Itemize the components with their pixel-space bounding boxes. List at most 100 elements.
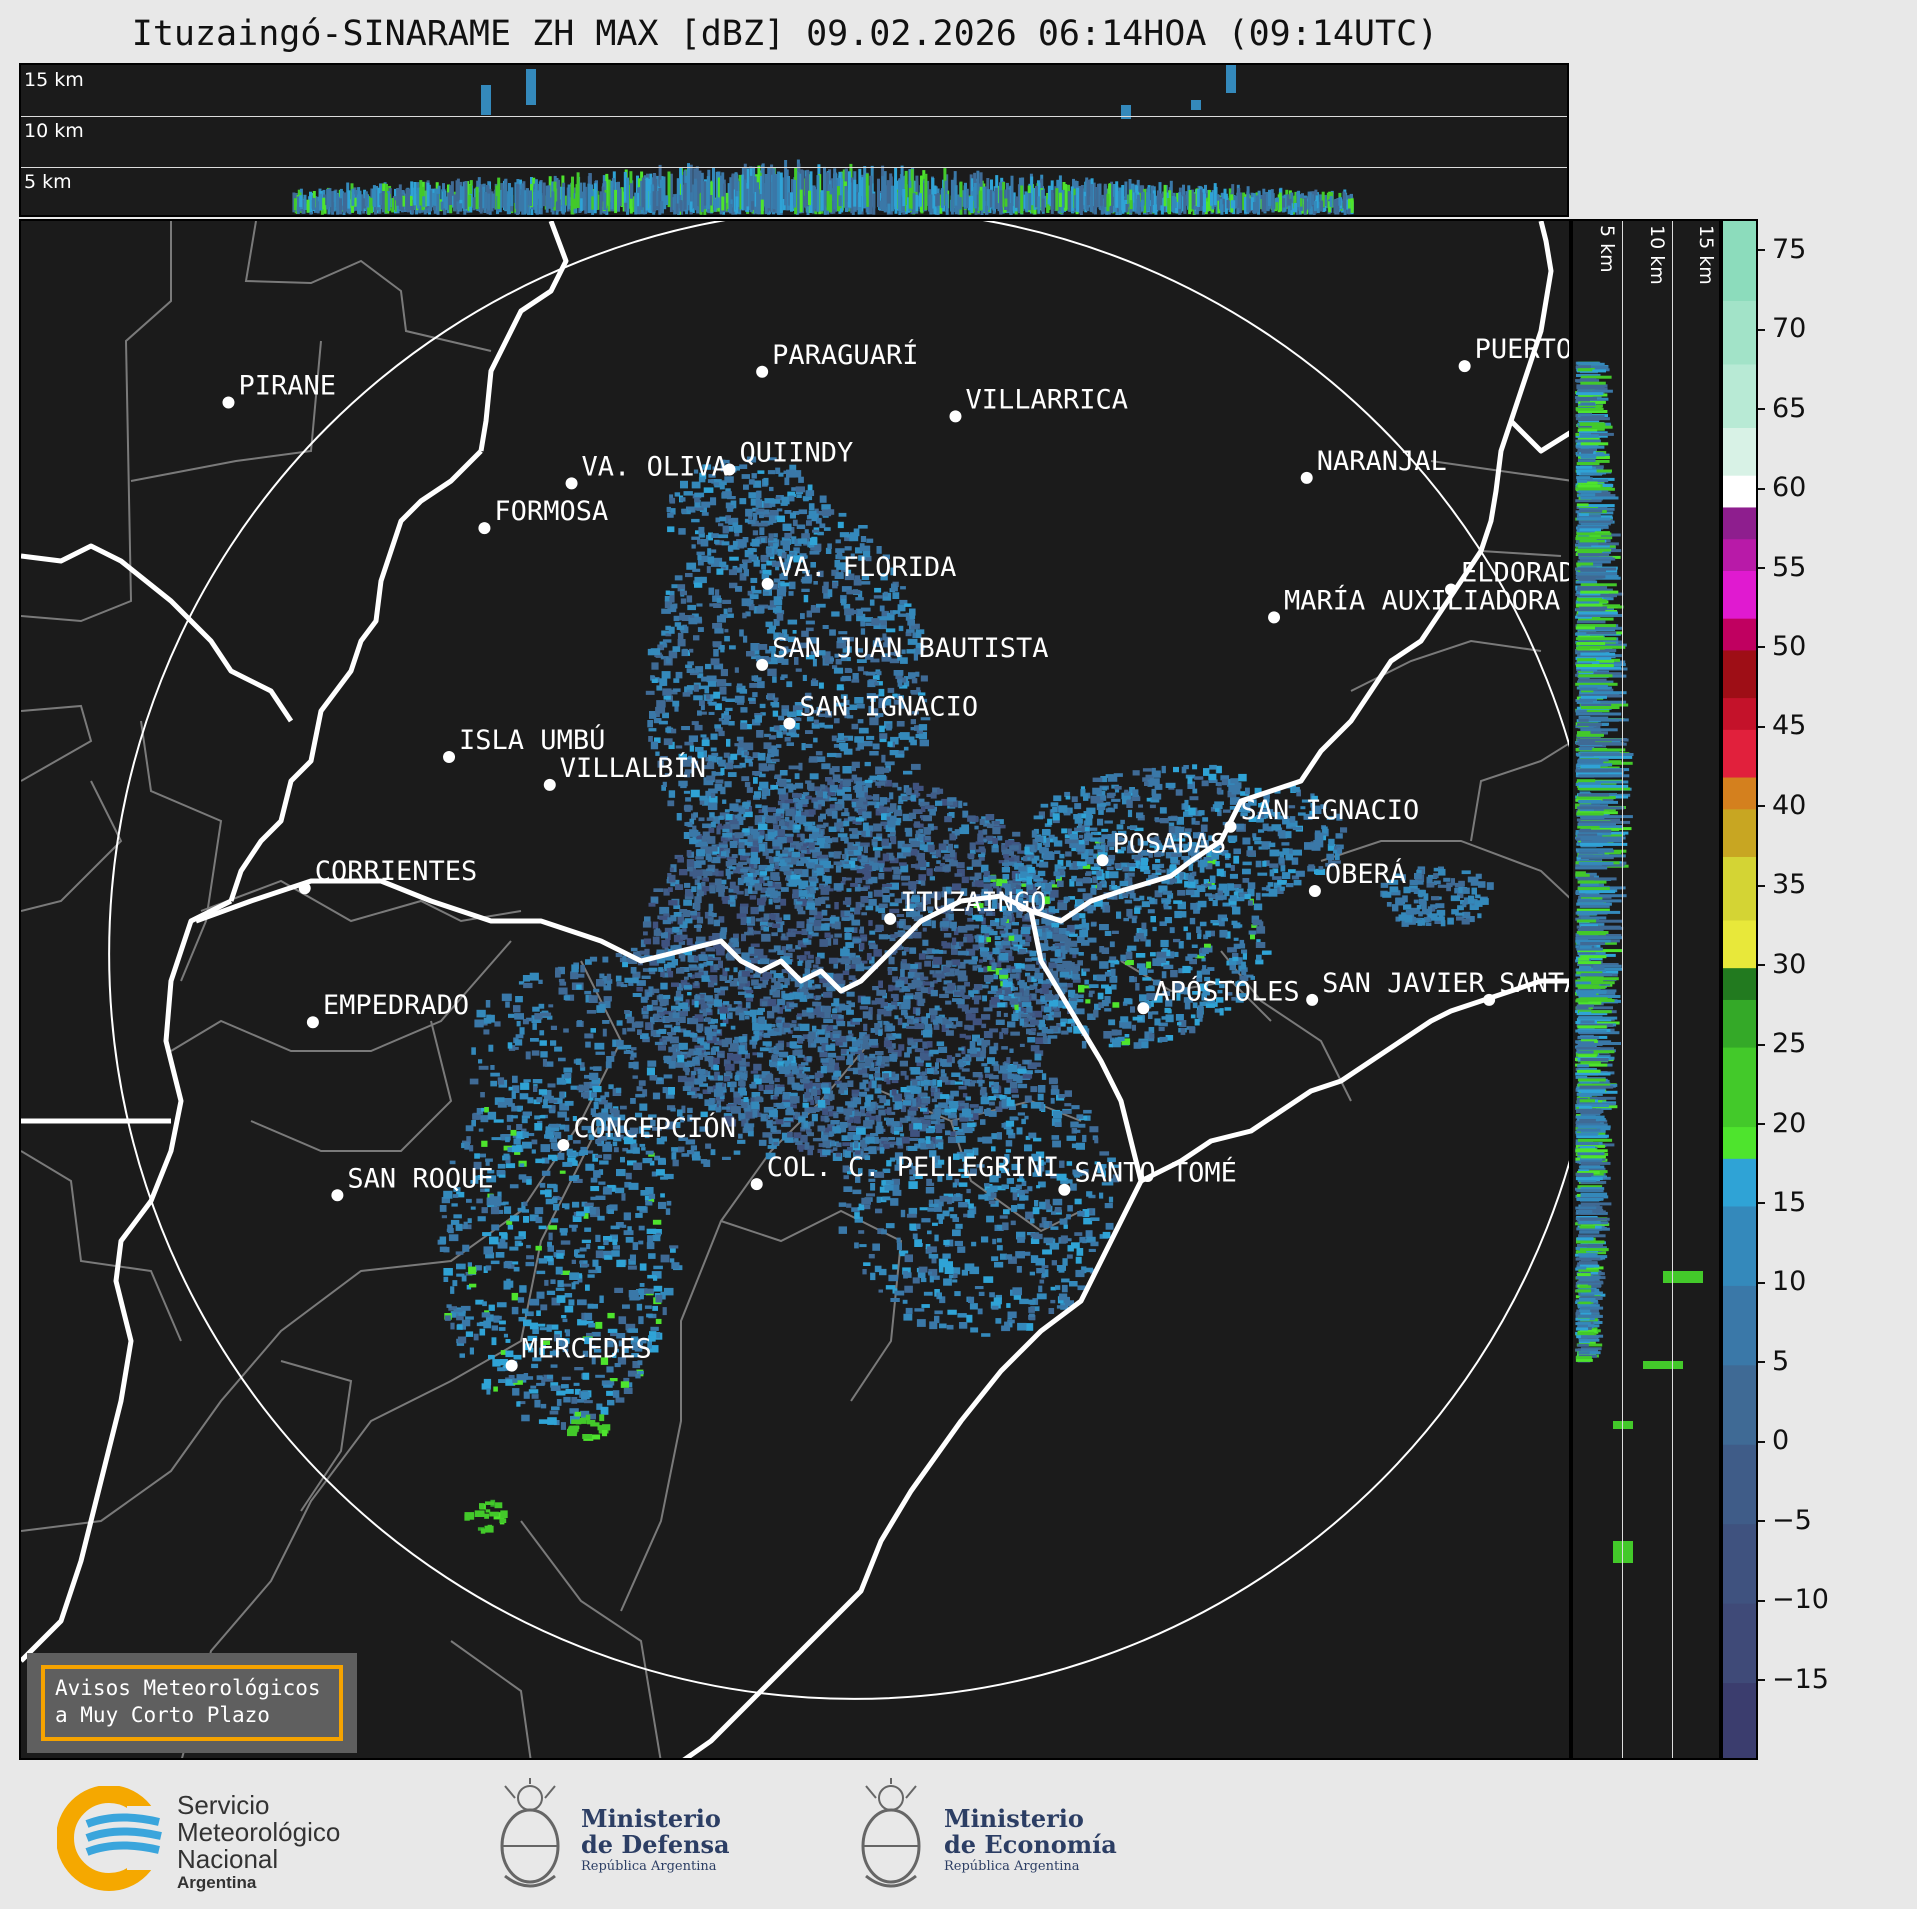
profile-echo (1230, 200, 1234, 209)
echo-pixel (706, 868, 715, 873)
echo-pixel (778, 715, 785, 721)
echo-pixel (827, 792, 836, 796)
echo-pixel (1025, 936, 1032, 942)
profile-echo (1226, 200, 1230, 209)
echo-pixel (814, 1072, 823, 1078)
echo-pixel (794, 901, 802, 909)
echo-pixel (856, 703, 865, 709)
echo-pixel (995, 946, 1006, 953)
echo-pixel (833, 938, 839, 945)
echo-pixel (872, 794, 880, 801)
profile-echo (1092, 205, 1096, 214)
echo-pixel (665, 625, 671, 630)
profile-echo (1129, 200, 1133, 210)
profile-echo (1074, 195, 1078, 209)
profile-echo (1086, 179, 1090, 206)
echo-pixel (700, 705, 705, 711)
profile-echo (396, 199, 400, 214)
echo-pixel (876, 807, 886, 812)
echo-pixel (772, 896, 779, 903)
echo-pixel (768, 657, 778, 665)
echo-pixel (706, 762, 715, 770)
profile-echo (894, 192, 898, 214)
echo-pixel (883, 642, 891, 648)
profile-echo (787, 192, 791, 206)
profile-echo (1221, 198, 1225, 210)
echo-pixel (841, 916, 850, 921)
echo-pixel (961, 876, 969, 884)
echo-pixel (910, 623, 920, 629)
echo-pixel (896, 914, 905, 917)
echo-pixel (904, 1090, 915, 1097)
echo-pixel (907, 1109, 917, 1116)
echo-pixel (818, 682, 824, 689)
echo-pixel (969, 1104, 979, 1108)
echo-pixel (844, 932, 852, 940)
profile-echo (558, 186, 562, 212)
echo-pixel (961, 1122, 972, 1131)
echo-pixel (825, 777, 832, 782)
echo-pixel (969, 847, 976, 855)
echo-pixel (725, 814, 733, 820)
echo-pixel (855, 781, 866, 786)
echo-pixel (801, 1009, 812, 1017)
echo-pixel (941, 1017, 947, 1025)
echo-pixel (821, 1024, 829, 1032)
echo-pixel (780, 825, 787, 830)
echo-pixel (743, 635, 748, 643)
echo-pixel (775, 1057, 783, 1062)
echo-pixel (1004, 888, 1013, 896)
echo-pixel (698, 966, 704, 973)
profile-echo (667, 171, 671, 208)
echo-pixel (806, 892, 813, 898)
echo-pixel (835, 824, 841, 830)
echo-pixel (808, 783, 815, 792)
echo-pixel (932, 1019, 938, 1025)
echo-pixel (773, 1095, 778, 1100)
echo-pixel (825, 1145, 831, 1149)
echo-pixel (698, 970, 709, 977)
echo-pixel (651, 678, 658, 683)
profile-echo (700, 172, 704, 213)
echo-pixel (783, 952, 793, 958)
echo-pixel (708, 1059, 714, 1067)
profile-echo (1159, 193, 1163, 206)
echo-pixel (869, 944, 878, 949)
echo-pixel (919, 860, 924, 867)
echo-pixel (984, 1066, 990, 1073)
echo-pixel (720, 946, 726, 951)
echo-pixel (1029, 993, 1037, 1000)
echo-pixel (708, 1103, 717, 1111)
echo-pixel (811, 842, 820, 846)
profile-echo (1253, 202, 1256, 213)
echo-pixel (665, 590, 670, 595)
profile-echo (978, 190, 982, 211)
echo-pixel (732, 948, 741, 954)
profile-echo (1156, 190, 1160, 210)
echo-pixel (759, 921, 769, 926)
profile-echo (662, 183, 666, 206)
echo-pixel (1072, 968, 1079, 976)
echo-pixel (710, 733, 718, 740)
echo-pixel (841, 954, 850, 961)
echo-pixel (834, 804, 843, 811)
echo-pixel (716, 598, 722, 603)
echo-pixel (773, 578, 781, 583)
echo-pixel (838, 784, 845, 789)
echo-pixel (727, 772, 737, 777)
echo-pixel (877, 860, 885, 866)
profile-echo (1211, 190, 1215, 210)
echo-pixel (884, 779, 892, 787)
radar-map[interactable]: PIRANE PARAGUARÍ VILLARRICA VA. OLIVA QUIIND… (19, 219, 1571, 1760)
echo-pixel (924, 892, 934, 899)
echo-pixel (687, 604, 696, 611)
profile-echo (459, 203, 463, 212)
echo-pixel (680, 1051, 690, 1056)
echo-pixel (887, 1003, 896, 1009)
profile-echo (498, 189, 502, 213)
echo-pixel (974, 825, 979, 830)
echo-pixel (852, 1067, 862, 1075)
echo-pixel (914, 962, 922, 970)
echo-pixel (916, 852, 925, 861)
